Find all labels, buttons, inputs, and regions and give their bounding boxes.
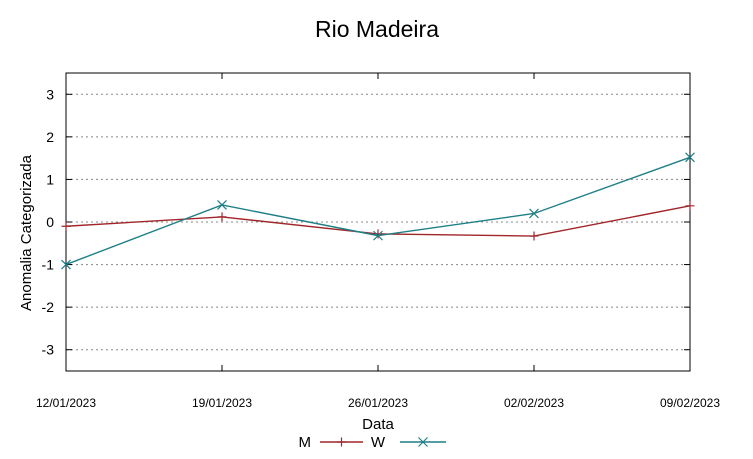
data-point-m bbox=[61, 221, 71, 231]
y-tick-label: -2 bbox=[42, 299, 55, 315]
x-tick-label: 12/01/2023 bbox=[36, 396, 96, 410]
legend-marker-m bbox=[337, 437, 346, 447]
series-lines bbox=[61, 152, 695, 270]
y-tick-label: -3 bbox=[42, 342, 55, 358]
legend-marker-w bbox=[418, 437, 428, 447]
y-tick-label: 3 bbox=[46, 86, 54, 102]
y-tick-label: 0 bbox=[46, 214, 54, 230]
data-point-m bbox=[529, 231, 539, 241]
data-point-w bbox=[685, 152, 695, 163]
x-tick-label: 09/02/2023 bbox=[660, 396, 720, 410]
chart-title: Rio Madeira bbox=[315, 16, 439, 42]
series-line-w bbox=[65, 156, 691, 266]
x-tick-label: 02/02/2023 bbox=[504, 396, 564, 410]
grid-lines bbox=[66, 93, 690, 351]
y-tick-label: 2 bbox=[46, 129, 54, 145]
data-point-w bbox=[61, 259, 71, 270]
data-point-w bbox=[373, 230, 383, 241]
y-tick-label: 1 bbox=[46, 171, 54, 187]
x-axis-label: Data bbox=[362, 416, 394, 433]
y-axis-label: Anomalia Categorizada bbox=[18, 154, 35, 311]
x-axis-ticks: 12/01/2023 19/01/2023 26/01/2023 02/02/2023… bbox=[36, 73, 720, 410]
y-tick-label: -1 bbox=[42, 257, 55, 273]
x-tick-label: 26/01/2023 bbox=[348, 396, 408, 410]
data-point-w bbox=[529, 208, 539, 219]
data-point-m bbox=[373, 229, 383, 239]
y-axis-ticks: -3 -2 -1 0 1 2 3 bbox=[42, 86, 690, 358]
data-point-m bbox=[217, 212, 227, 222]
x-tick-label: 19/01/2023 bbox=[192, 396, 252, 410]
legend-label-m: M bbox=[299, 434, 312, 451]
data-point-m bbox=[685, 201, 695, 211]
legend-label-w: W bbox=[371, 434, 386, 451]
data-point-w bbox=[217, 200, 227, 210]
